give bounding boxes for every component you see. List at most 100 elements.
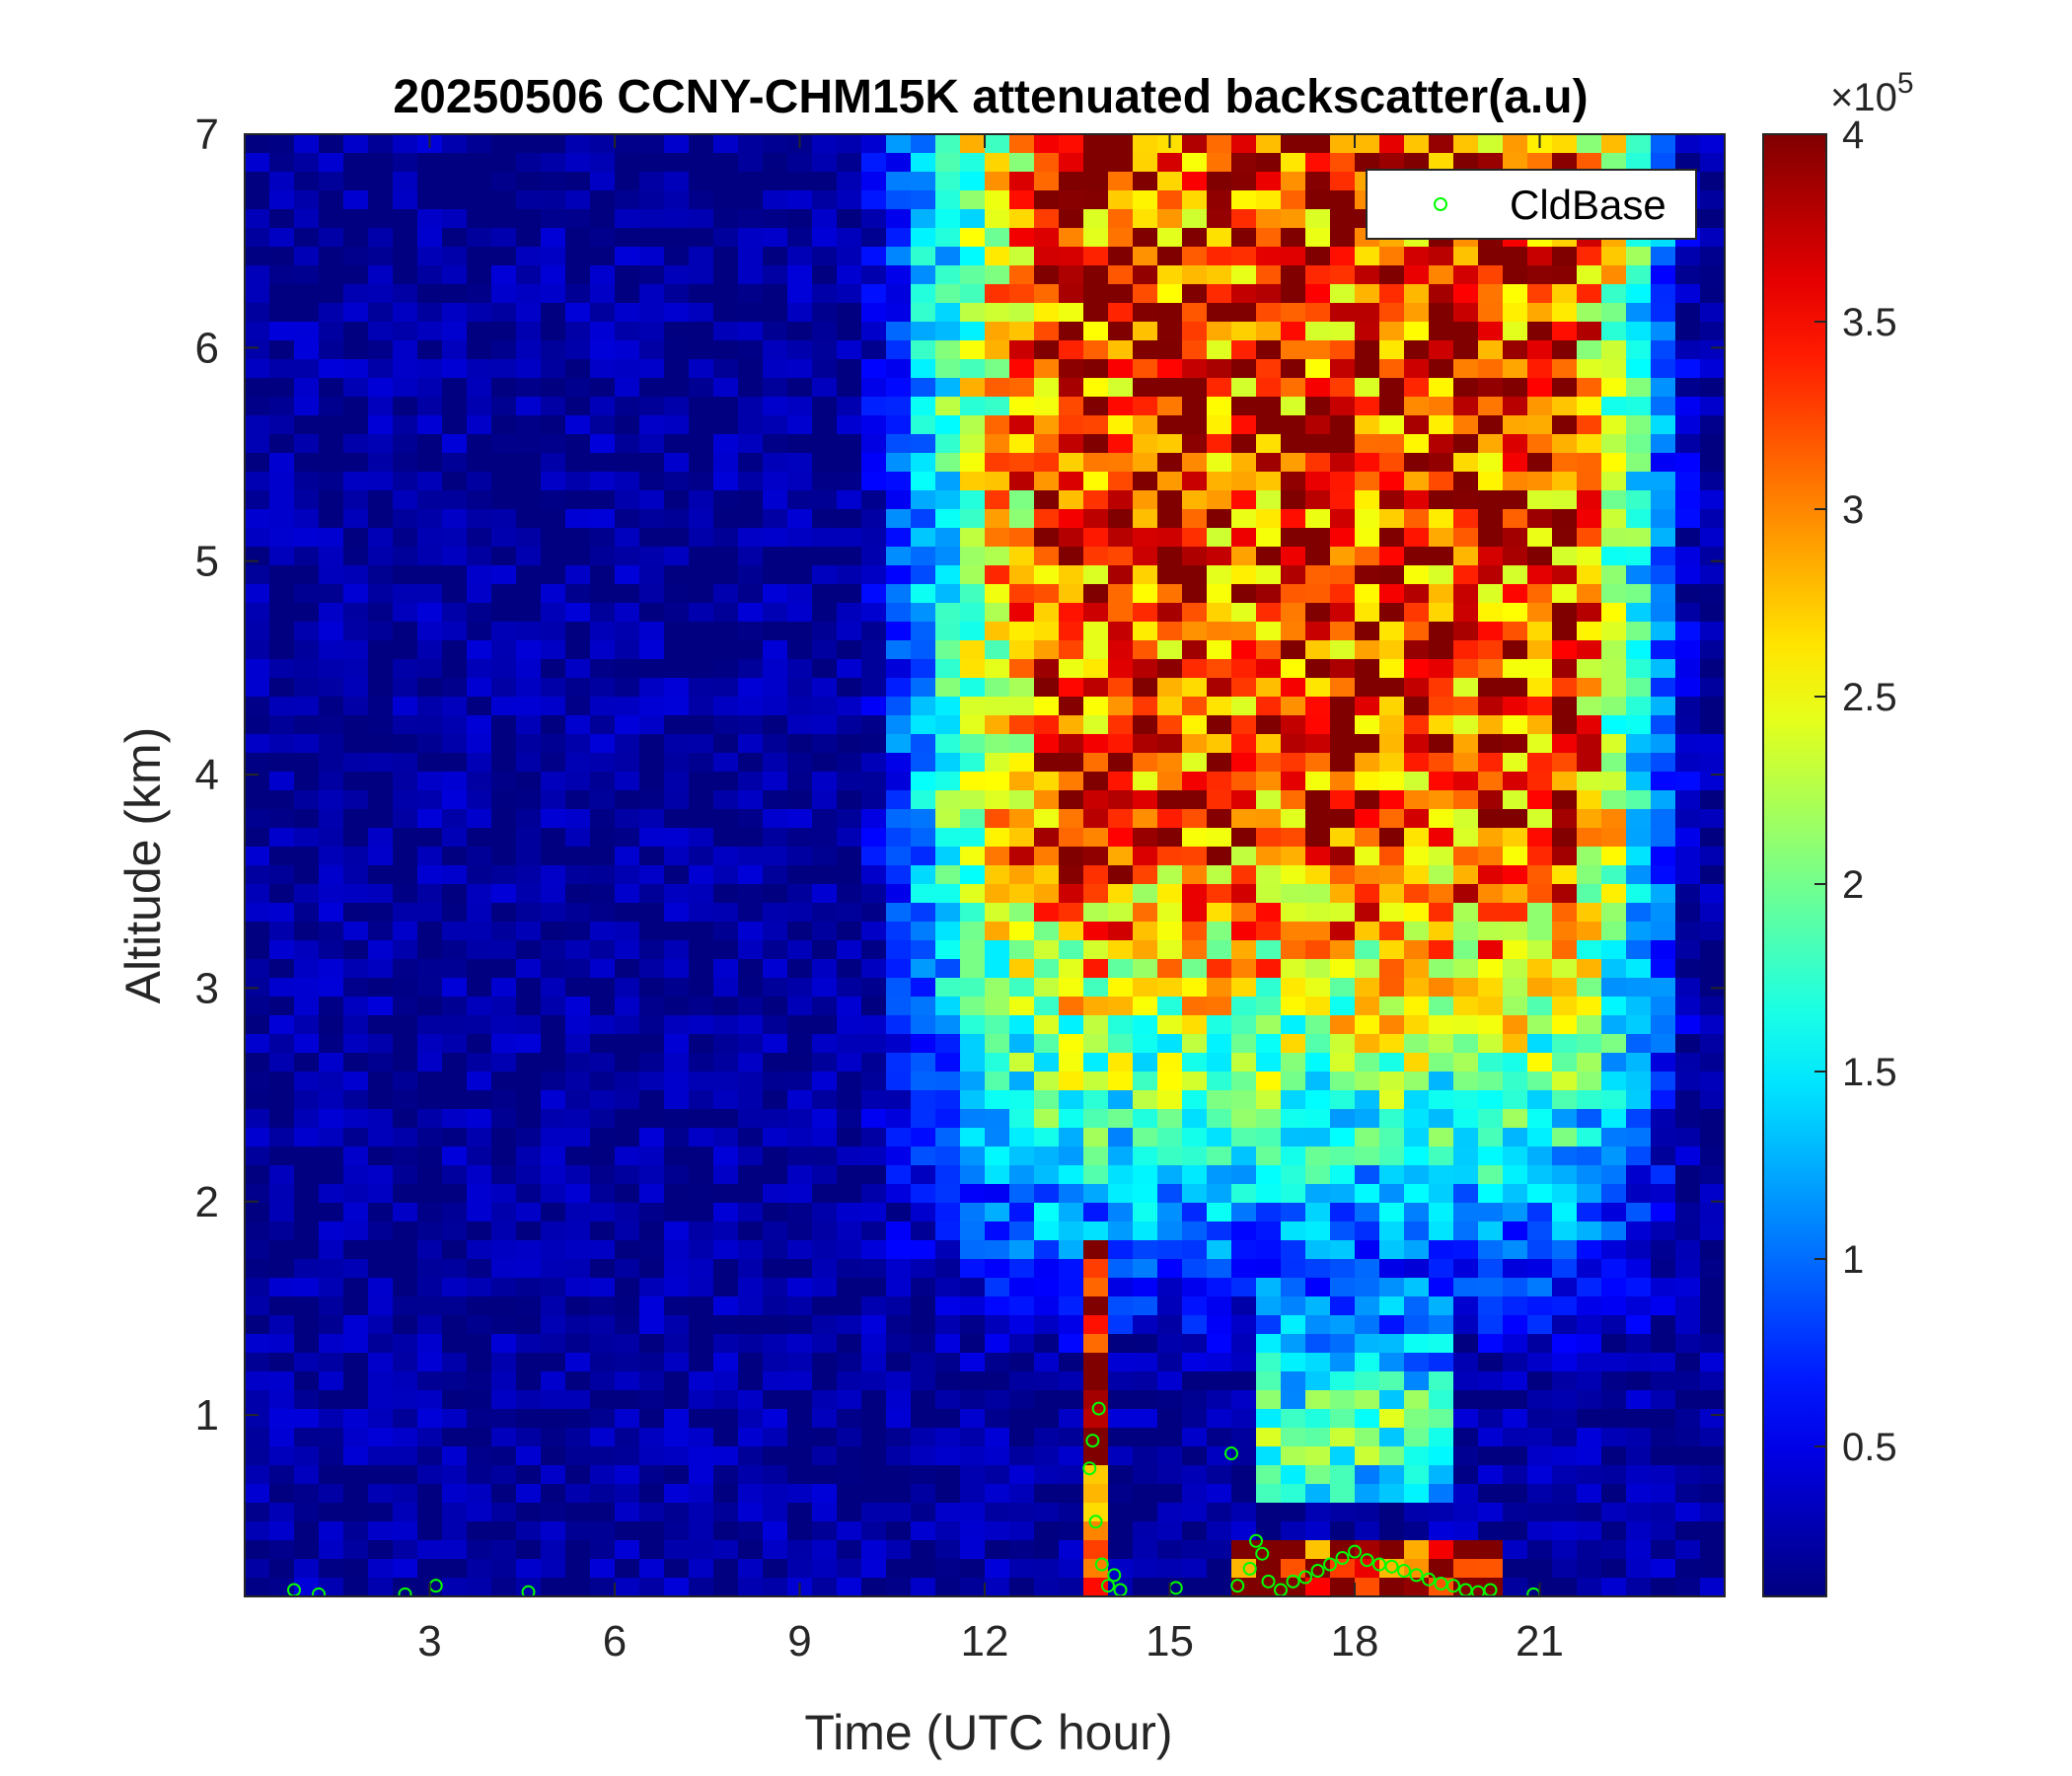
heatmap-cell [1133,378,1158,398]
heatmap-cell [911,1503,936,1522]
heatmap-cell [1256,134,1282,154]
heatmap-cell [935,753,961,773]
heatmap-cell [861,228,887,248]
heatmap-cell [1404,134,1430,154]
heatmap-cell [812,1559,838,1579]
heatmap-cell [269,1184,295,1204]
heatmap-cell [294,1540,320,1560]
heatmap-cell [541,265,566,285]
heatmap-cell [245,1371,270,1391]
heatmap-cell [713,584,739,604]
heatmap-cell [812,828,838,848]
heatmap-cell [541,1390,566,1410]
heatmap-cell [1601,697,1627,716]
heatmap-cell [787,1409,813,1429]
heatmap-cell [1527,1296,1553,1316]
heatmap-cell [935,284,961,304]
heatmap-cell [368,697,394,716]
heatmap-cell [1379,415,1405,435]
heatmap-cell [1281,847,1306,866]
heatmap-cell [1059,884,1084,904]
heatmap-cell [1552,865,1578,885]
heatmap-cell [319,772,344,791]
heatmap-cell [664,1540,690,1560]
heatmap-cell [1133,340,1158,360]
heatmap-cell [935,359,961,379]
heatmap-cell [1059,603,1084,623]
heatmap-cell [1009,153,1035,173]
heatmap-cell [294,359,320,379]
heatmap-cell [1601,153,1627,173]
heatmap-cell [541,753,566,773]
heatmap-cell [319,1147,344,1166]
heatmap-cell [1182,322,1208,341]
heatmap-cell [393,922,418,941]
heatmap-cell [1503,1053,1528,1073]
heatmap-cell [689,1259,714,1279]
heatmap-cell [1355,1015,1380,1035]
heatmap-cell [935,453,961,473]
heatmap-cell [837,1184,862,1204]
heatmap-cell [1675,1240,1701,1260]
heatmap-cell [294,734,320,754]
heatmap-cell [343,697,369,716]
heatmap-cell [689,1465,714,1485]
heatmap-cell [590,1540,616,1560]
heatmap-cell [911,884,936,904]
heatmap-cell [1157,228,1183,248]
heatmap-cell [1355,790,1380,810]
heatmap-cell [1133,490,1158,510]
heatmap-cell [911,265,936,285]
heatmap-cell [1651,453,1676,473]
heatmap-cell [787,790,813,810]
heatmap-cell [319,378,344,398]
heatmap-cell [689,697,714,716]
heatmap-cell [1478,1446,1504,1466]
heatmap-cell [467,397,492,416]
heatmap-cell [960,340,986,360]
heatmap-cell [615,1540,640,1560]
heatmap-cell [639,1165,665,1185]
heatmap-cell [491,865,517,885]
heatmap-cell [1108,378,1134,398]
heatmap-cell [1305,1165,1331,1185]
heatmap-cell [1404,1446,1430,1466]
heatmap-cell [1577,640,1602,660]
heatmap-cell [886,547,912,566]
heatmap-cell [861,415,887,435]
heatmap-cell [763,959,788,979]
heatmap-cell [1182,1221,1208,1241]
heatmap-cell [787,1353,813,1372]
heatmap-cell [1330,753,1356,773]
x-axis-label: Time (UTC hour) [804,1705,1172,1760]
heatmap-cell [1577,1503,1602,1522]
heatmap-cell [1182,622,1208,641]
heatmap-cell [1700,397,1725,416]
heatmap-cell [442,1503,468,1522]
heatmap-cell [1379,547,1405,566]
heatmap-cell [1133,997,1158,1016]
heatmap-cell [1009,997,1035,1016]
heatmap-cell [516,1278,542,1297]
heatmap-cell [368,1165,394,1185]
heatmap-cell [1256,1053,1282,1073]
heatmap-cell [1527,1540,1553,1560]
heatmap-cell [565,1165,591,1185]
heatmap-cell [393,153,418,173]
heatmap-cell [294,1034,320,1054]
heatmap-cell [639,228,665,248]
heatmap-cell [1182,865,1208,885]
heatmap-cell [664,1072,690,1091]
heatmap-cell [1626,1559,1652,1579]
heatmap-cell [491,697,517,716]
heatmap-cell [516,1465,542,1485]
legend-marker-cldbase [1434,197,1447,211]
heatmap-cell [960,584,986,604]
heatmap-cell [1231,397,1257,416]
heatmap-cell [1059,715,1084,735]
heatmap-cell [294,1109,320,1129]
heatmap-cell [713,190,739,210]
heatmap-cell [787,228,813,248]
heatmap-cell [713,1521,739,1541]
heatmap-cell [1108,940,1134,960]
